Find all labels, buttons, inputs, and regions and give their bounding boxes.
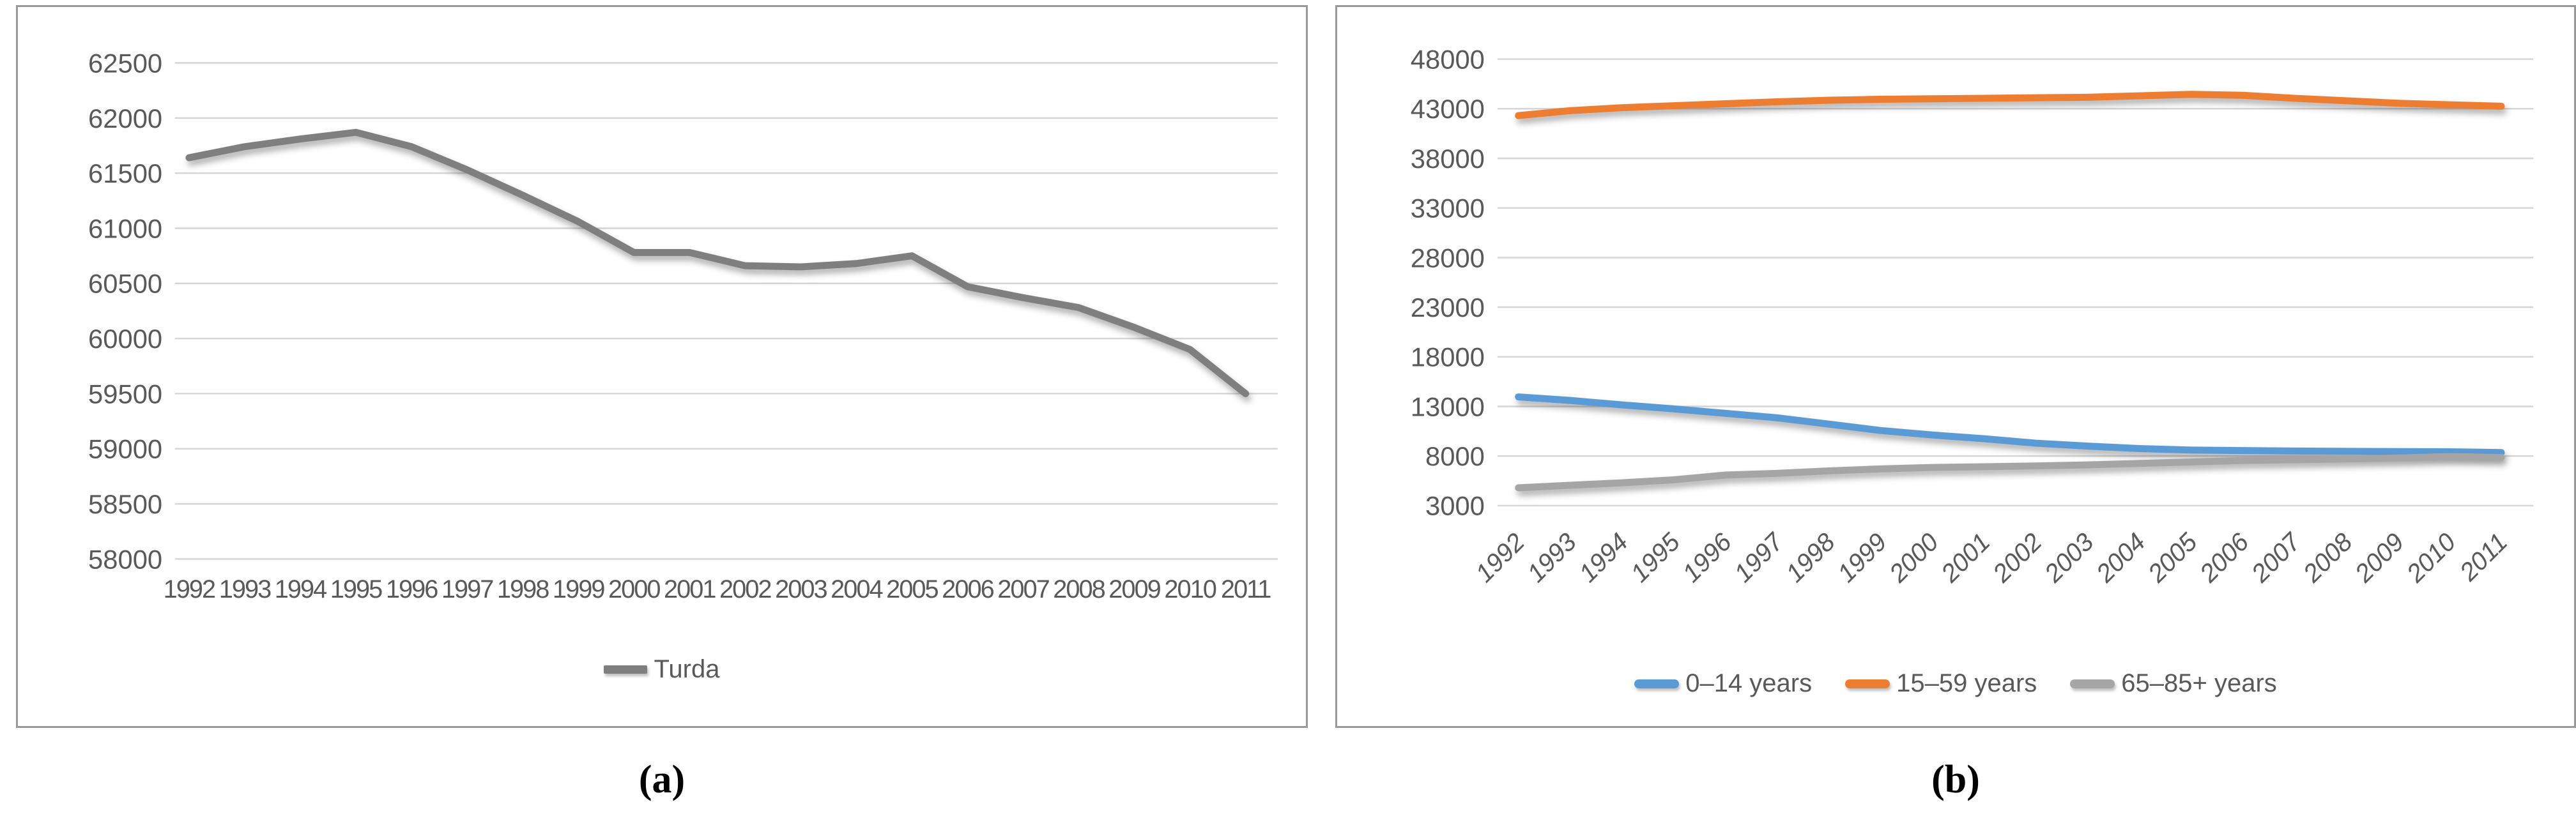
y-axis-tick-label: 59500 bbox=[88, 379, 162, 409]
legend-swatch-15-59-years bbox=[1845, 679, 1890, 688]
x-axis-tick-label: 1998 bbox=[1781, 528, 1841, 588]
y-axis-tick-label: 62000 bbox=[88, 103, 162, 133]
x-axis-tick-label: 1996 bbox=[386, 575, 438, 603]
legend-label: 15–59 years bbox=[1896, 669, 2037, 697]
x-axis-tick-label: 2010 bbox=[1164, 575, 1216, 603]
line-chart-age-groups: 48000 43000 38000 33000 28000 23000 18000 13000… bbox=[1411, 44, 2534, 588]
y-axis-tick-label: 38000 bbox=[1411, 144, 1485, 174]
x-axis-tick-label: 2006 bbox=[2194, 527, 2255, 588]
series-line-0-14-years bbox=[1515, 393, 2505, 457]
x-axis-tick-label: 2002 bbox=[1987, 528, 2047, 588]
panel-caption-a: (a) bbox=[638, 758, 686, 801]
x-axis-tick-label: 2008 bbox=[1053, 575, 1105, 603]
x-axis-tick-label: 2004 bbox=[831, 575, 882, 603]
x-axis-tick-label: 1994 bbox=[1574, 528, 1634, 588]
y-axis-tick-label: 61000 bbox=[88, 213, 162, 243]
y-axis-tick-label: 18000 bbox=[1411, 342, 1485, 372]
y-axis-tick-label: 60500 bbox=[88, 269, 162, 299]
y-axis-tick-label: 61500 bbox=[88, 158, 162, 188]
y-axis-tick-label: 13000 bbox=[1411, 391, 1485, 421]
series-line-turda bbox=[185, 128, 1250, 397]
y-axis-tick-label: 28000 bbox=[1411, 243, 1485, 273]
x-axis-tick-label: 2004 bbox=[2090, 528, 2150, 588]
y-axis-tick-label: 59000 bbox=[88, 434, 162, 464]
x-axis-tick-label: 1998 bbox=[497, 575, 549, 603]
x-axis-tick-label: 1995 bbox=[1625, 527, 1685, 587]
x-axis-tick-label: 2005 bbox=[2142, 527, 2203, 588]
x-axis-tick-label: 2003 bbox=[775, 575, 827, 603]
x-axis-tick-label: 1993 bbox=[219, 575, 271, 603]
legend-label: Turda bbox=[654, 655, 720, 683]
x-axis-tick-label: 2009 bbox=[1108, 575, 1160, 603]
chart-panel-a: 62500 62000 61500 61000 60500 60000 59500 59000… bbox=[16, 5, 1308, 728]
x-axis-tick-label: 1993 bbox=[1522, 528, 1582, 588]
legend-a: Turda bbox=[18, 655, 1306, 684]
y-axis-tick-label: 8000 bbox=[1425, 441, 1485, 471]
x-axis-tick-label: 2009 bbox=[2349, 528, 2409, 588]
x-axis-tick-label: 2006 bbox=[942, 575, 993, 603]
legend-swatch-0-14-years bbox=[1634, 679, 1680, 688]
y-axis-tick-label: 48000 bbox=[1411, 44, 1485, 74]
y-axis-tick-label: 23000 bbox=[1411, 292, 1485, 322]
x-axis-tick-label: 1999 bbox=[553, 575, 604, 603]
x-axis-tick-label: 1992 bbox=[164, 575, 215, 603]
x-axis-tick-label: 2001 bbox=[664, 575, 716, 603]
y-axis-tick-label: 62500 bbox=[88, 48, 162, 78]
y-axis-tick-label: 33000 bbox=[1411, 193, 1485, 223]
x-axis-tick-label: 1995 bbox=[330, 575, 382, 603]
y-axis-tick-label: 58500 bbox=[88, 489, 162, 519]
legend-swatch-turda bbox=[604, 665, 648, 674]
y-axis-tick-label: 43000 bbox=[1411, 94, 1485, 124]
line-chart-total-population: 62500 62000 61500 61000 60500 60000 59500 59000… bbox=[88, 48, 1278, 603]
x-axis-tick-label: 1992 bbox=[1470, 528, 1530, 588]
x-axis-tick-label: 2007 bbox=[997, 575, 1049, 603]
x-axis-tick-label: 2008 bbox=[2297, 528, 2358, 588]
x-axis-tick-label: 2010 bbox=[2401, 528, 2461, 588]
legend-swatch-65-85-years bbox=[2070, 679, 2115, 688]
x-axis-tick-label: 1994 bbox=[275, 575, 326, 603]
x-axis-tick-label: 2001 bbox=[1935, 528, 1995, 588]
legend-item-turda: Turda bbox=[604, 655, 720, 684]
legend-b: 0–14 years 15–59 years 65–85+ years bbox=[1337, 669, 2574, 698]
y-axis-tick-label: 58000 bbox=[88, 544, 162, 574]
legend-item-15-59-years: 15–59 years bbox=[1845, 669, 2037, 698]
chart-panel-b: 48000 43000 38000 33000 28000 23000 18000 13000… bbox=[1335, 5, 2576, 728]
legend-item-65-85-years: 65–85+ years bbox=[2070, 669, 2277, 698]
x-axis-tick-label: 2000 bbox=[1883, 528, 1943, 588]
x-axis-tick-label: 2002 bbox=[719, 575, 771, 603]
x-axis-tick-label: 2000 bbox=[608, 575, 660, 603]
legend-label: 65–85+ years bbox=[2121, 669, 2277, 697]
x-axis-tick-label: 1996 bbox=[1677, 527, 1737, 587]
x-axis-tick-label: 1997 bbox=[1729, 527, 1790, 587]
y-axis-tick-label: 60000 bbox=[88, 324, 162, 354]
legend-label: 0–14 years bbox=[1685, 669, 1813, 697]
series-line-15-59-years bbox=[1515, 91, 2505, 119]
series-line-65-85-years bbox=[1515, 453, 2505, 492]
x-axis-tick-label: 2011 bbox=[2454, 528, 2513, 587]
x-axis-tick-label: 1997 bbox=[441, 575, 493, 603]
x-axis-tick-label: 2003 bbox=[2039, 528, 2099, 588]
legend-item-0-14-years: 0–14 years bbox=[1634, 669, 1812, 698]
y-axis-tick-label: 3000 bbox=[1425, 491, 1485, 521]
x-axis-tick-label: 2005 bbox=[886, 575, 938, 603]
panel-caption-b: (b) bbox=[1931, 758, 1980, 801]
x-axis-tick-label: 2007 bbox=[2246, 527, 2307, 588]
x-axis-tick-label: 1999 bbox=[1832, 528, 1892, 588]
x-axis-tick-label: 2011 bbox=[1221, 575, 1271, 603]
